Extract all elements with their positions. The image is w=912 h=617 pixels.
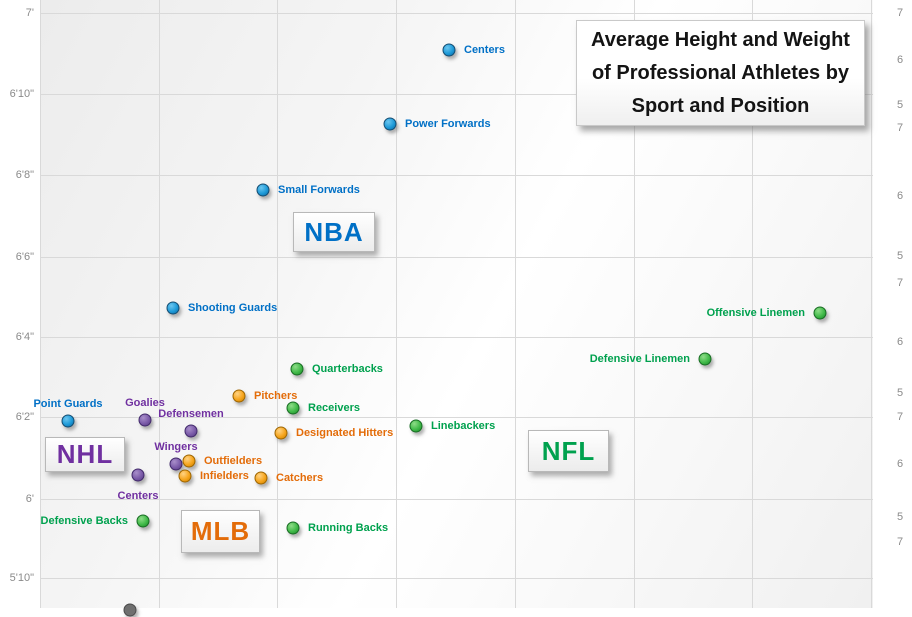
data-point-nba-power-forwards (383, 117, 397, 131)
chart-title-line-2: of Professional Athletes by (591, 61, 850, 84)
data-point-label-receivers: Receivers (308, 402, 360, 414)
data-point-label-catchers: Catchers (276, 472, 324, 484)
data-point-label-designated-hitters: Designated Hitters (296, 427, 394, 439)
vertical-gridline (752, 0, 753, 608)
data-point-nba-centers (442, 43, 456, 57)
data-point-nba-shooting-guards (166, 301, 180, 315)
data-point-nhl-defensemen (184, 424, 198, 438)
data-point-nba-small-forwards (256, 183, 270, 197)
cropped-right-axis-label: 5 (897, 511, 904, 523)
data-point-label-infielders: Infielders (200, 470, 249, 482)
cropped-right-axis-label: 7 (897, 536, 904, 548)
horizontal-gridline (40, 337, 873, 338)
data-point-mlb-pitchers (232, 389, 246, 403)
horizontal-gridline (40, 94, 873, 95)
data-point-mlb-infielders (178, 469, 192, 483)
vertical-gridline (159, 0, 160, 608)
vertical-gridline (515, 0, 516, 608)
data-point-nfl-linebackers (409, 419, 423, 433)
data-point-nfl-receivers (286, 401, 300, 415)
data-point-label-shooting-guards: Shooting Guards (188, 302, 278, 314)
data-point-label-wingers: Wingers (154, 441, 198, 453)
data-point-label-pitchers: Pitchers (254, 390, 298, 402)
data-point-nhl-wingers (169, 457, 183, 471)
cropped-right-axis-label: 7 (897, 7, 904, 19)
legend-box-mlb: MLB (181, 510, 260, 553)
data-point-label-linebackers: Linebackers (431, 420, 496, 432)
horizontal-gridline (40, 578, 873, 579)
horizontal-gridline (40, 257, 873, 258)
data-point-label-centers: Centers (464, 44, 505, 56)
cropped-right-axis-label: 6 (897, 458, 904, 470)
data-point-nfl-running-backs (286, 521, 300, 535)
vertical-gridline (40, 0, 41, 608)
cropped-right-axis-label: 6 (897, 54, 904, 66)
data-point-mlb-outfielders (182, 454, 196, 468)
y-axis-tick-label: 6'8" (15, 169, 34, 181)
data-point-label-defensive-linemen: Defensive Linemen (589, 353, 690, 365)
data-point-nba-point-guards (61, 414, 75, 428)
y-axis-tick-label: 6'4" (15, 331, 34, 343)
data-point-nhl-goalies (138, 413, 152, 427)
cropped-right-axis-label: 7 (897, 411, 904, 423)
data-point-label-offensive-linemen: Offensive Linemen (706, 307, 805, 319)
y-axis-tick-label: 7' (25, 7, 34, 19)
data-point-label-outfielders: Outfielders (204, 455, 263, 467)
horizontal-gridline (40, 417, 873, 418)
y-axis-tick-label: 6'2" (15, 411, 34, 423)
data-point-nfl-defensive-linemen (698, 352, 712, 366)
data-point-label-point-guards: Point Guards (33, 398, 103, 410)
cropped-right-axis-label: 7 (897, 277, 904, 289)
cropped-right-axis-label: 5 (897, 250, 904, 262)
data-point-label-small-forwards: Small Forwards (278, 184, 360, 196)
data-point-nfl-offensive-linemen (813, 306, 827, 320)
vertical-gridline (871, 0, 872, 608)
cropped-right-axis-label: 7 (897, 122, 904, 134)
horizontal-gridline (40, 499, 873, 500)
data-point-nfl-defensive-backs (136, 514, 150, 528)
vertical-gridline (396, 0, 397, 608)
chart-title-line-3: Sport and Position (631, 94, 810, 117)
data-point-label-defensemen: Defensemen (158, 408, 224, 420)
data-point-nhl-centers (131, 468, 145, 482)
data-point-label-centers: Centers (117, 490, 159, 502)
y-axis-tick-label: 6'10" (9, 88, 34, 100)
cropped-right-axis-label: 6 (897, 190, 904, 202)
cropped-right-axis-label: 6 (897, 336, 904, 348)
partial-data-point-bottom-edge (123, 603, 137, 617)
y-axis-tick-label: 5'10" (9, 572, 34, 584)
data-point-label-quarterbacks: Quarterbacks (312, 363, 383, 375)
data-point-label-running-backs: Running Backs (308, 522, 389, 534)
legend-box-nfl: NFL (528, 430, 609, 472)
legend-box-nhl: NHL (45, 437, 125, 472)
vertical-gridline (634, 0, 635, 608)
data-point-label-goalies: Goalies (125, 397, 165, 409)
data-point-label-power-forwards: Power Forwards (405, 118, 491, 130)
legend-box-nba: NBA (293, 212, 375, 252)
data-point-nfl-quarterbacks (290, 362, 304, 376)
cropped-right-axis-label: 5 (897, 99, 904, 111)
data-point-mlb-designated-hitters (274, 426, 288, 440)
horizontal-gridline (40, 13, 873, 14)
data-point-mlb-catchers (254, 471, 268, 485)
chart-title-box: Average Height and Weight of Professiona… (576, 20, 865, 126)
y-axis-tick-label: 6' (25, 493, 34, 505)
vertical-gridline (277, 0, 278, 608)
data-point-label-defensive-backs: Defensive Backs (40, 515, 128, 527)
horizontal-gridline (40, 175, 873, 176)
chart-title-line-1: Average Height and Weight (591, 28, 850, 51)
y-axis-tick-label: 6'6" (15, 251, 34, 263)
cropped-right-axis-label: 5 (897, 387, 904, 399)
